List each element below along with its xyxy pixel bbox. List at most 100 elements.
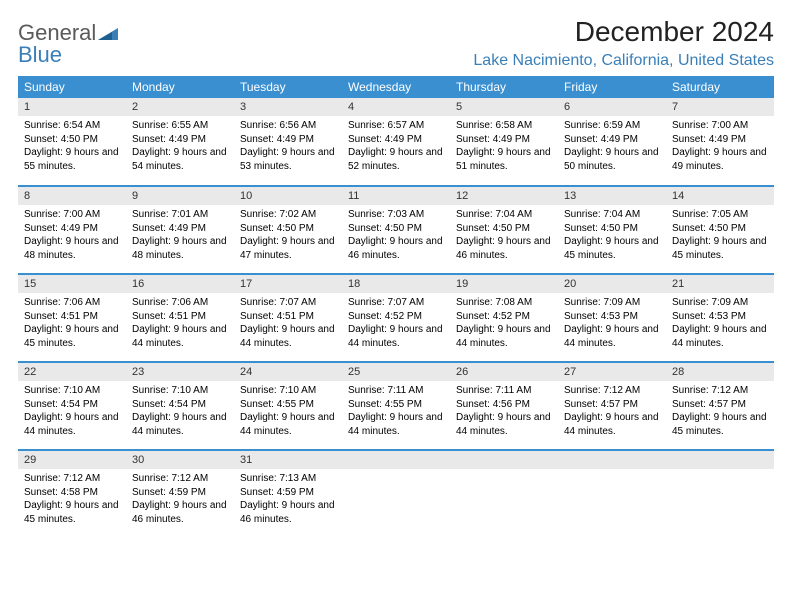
sunrise-text: Sunrise: 7:10 AM xyxy=(240,384,336,398)
day-body: Sunrise: 7:04 AMSunset: 4:50 PMDaylight:… xyxy=(450,205,558,266)
day-body: Sunrise: 7:00 AMSunset: 4:49 PMDaylight:… xyxy=(666,116,774,177)
day-body: Sunrise: 7:01 AMSunset: 4:49 PMDaylight:… xyxy=(126,205,234,266)
day-number: 17 xyxy=(234,275,342,293)
calendar-cell: 13Sunrise: 7:04 AMSunset: 4:50 PMDayligh… xyxy=(558,186,666,274)
logo-mark-icon xyxy=(98,26,118,40)
day-number: 5 xyxy=(450,98,558,116)
sunrise-text: Sunrise: 6:55 AM xyxy=(132,119,228,133)
calendar-cell: 5Sunrise: 6:58 AMSunset: 4:49 PMDaylight… xyxy=(450,98,558,186)
day-body: Sunrise: 7:13 AMSunset: 4:59 PMDaylight:… xyxy=(234,469,342,530)
calendar-cell: 10Sunrise: 7:02 AMSunset: 4:50 PMDayligh… xyxy=(234,186,342,274)
sunrise-text: Sunrise: 7:13 AM xyxy=(240,472,336,486)
sunset-text: Sunset: 4:52 PM xyxy=(348,310,444,324)
sunrise-text: Sunrise: 7:07 AM xyxy=(240,296,336,310)
day-number: 24 xyxy=(234,363,342,381)
day-body: Sunrise: 7:12 AMSunset: 4:59 PMDaylight:… xyxy=(126,469,234,530)
daylight-text: Daylight: 9 hours and 44 minutes. xyxy=(132,323,228,350)
day-number: 18 xyxy=(342,275,450,293)
day-number: 11 xyxy=(342,187,450,205)
sunset-text: Sunset: 4:53 PM xyxy=(564,310,660,324)
calendar-cell: 24Sunrise: 7:10 AMSunset: 4:55 PMDayligh… xyxy=(234,362,342,450)
day-body: Sunrise: 7:07 AMSunset: 4:52 PMDaylight:… xyxy=(342,293,450,354)
sunrise-text: Sunrise: 6:58 AM xyxy=(456,119,552,133)
day-number: 13 xyxy=(558,187,666,205)
day-body: Sunrise: 7:11 AMSunset: 4:56 PMDaylight:… xyxy=(450,381,558,442)
day-body: Sunrise: 7:03 AMSunset: 4:50 PMDaylight:… xyxy=(342,205,450,266)
calendar-cell: 8Sunrise: 7:00 AMSunset: 4:49 PMDaylight… xyxy=(18,186,126,274)
day-number: 26 xyxy=(450,363,558,381)
calendar-row: 15Sunrise: 7:06 AMSunset: 4:51 PMDayligh… xyxy=(18,274,774,362)
day-body: Sunrise: 7:07 AMSunset: 4:51 PMDaylight:… xyxy=(234,293,342,354)
logo-text-blue: Blue xyxy=(18,44,118,66)
sunset-text: Sunset: 4:49 PM xyxy=(132,133,228,147)
day-number xyxy=(666,451,774,469)
daylight-text: Daylight: 9 hours and 46 minutes. xyxy=(240,499,336,526)
day-number: 25 xyxy=(342,363,450,381)
calendar-cell: 2Sunrise: 6:55 AMSunset: 4:49 PMDaylight… xyxy=(126,98,234,186)
sunrise-text: Sunrise: 7:12 AM xyxy=(672,384,768,398)
day-number: 14 xyxy=(666,187,774,205)
sunset-text: Sunset: 4:49 PM xyxy=(672,133,768,147)
day-number xyxy=(342,451,450,469)
sunrise-text: Sunrise: 7:00 AM xyxy=(672,119,768,133)
sunset-text: Sunset: 4:56 PM xyxy=(456,398,552,412)
day-number: 29 xyxy=(18,451,126,469)
calendar-cell: 22Sunrise: 7:10 AMSunset: 4:54 PMDayligh… xyxy=(18,362,126,450)
calendar-cell: 26Sunrise: 7:11 AMSunset: 4:56 PMDayligh… xyxy=(450,362,558,450)
sunrise-text: Sunrise: 7:03 AM xyxy=(348,208,444,222)
calendar-cell xyxy=(666,450,774,538)
sunset-text: Sunset: 4:54 PM xyxy=(24,398,120,412)
sunset-text: Sunset: 4:50 PM xyxy=(672,222,768,236)
sunrise-text: Sunrise: 7:11 AM xyxy=(348,384,444,398)
daylight-text: Daylight: 9 hours and 46 minutes. xyxy=(456,235,552,262)
daylight-text: Daylight: 9 hours and 47 minutes. xyxy=(240,235,336,262)
sunset-text: Sunset: 4:57 PM xyxy=(672,398,768,412)
calendar-cell: 4Sunrise: 6:57 AMSunset: 4:49 PMDaylight… xyxy=(342,98,450,186)
month-title: December 2024 xyxy=(473,16,774,48)
daylight-text: Daylight: 9 hours and 44 minutes. xyxy=(240,411,336,438)
sunset-text: Sunset: 4:53 PM xyxy=(672,310,768,324)
day-number: 4 xyxy=(342,98,450,116)
day-number: 22 xyxy=(18,363,126,381)
daylight-text: Daylight: 9 hours and 45 minutes. xyxy=(672,235,768,262)
sunrise-text: Sunrise: 7:00 AM xyxy=(24,208,120,222)
calendar-cell: 28Sunrise: 7:12 AMSunset: 4:57 PMDayligh… xyxy=(666,362,774,450)
calendar-cell: 1Sunrise: 6:54 AMSunset: 4:50 PMDaylight… xyxy=(18,98,126,186)
sunrise-text: Sunrise: 6:56 AM xyxy=(240,119,336,133)
day-number: 20 xyxy=(558,275,666,293)
daylight-text: Daylight: 9 hours and 46 minutes. xyxy=(132,499,228,526)
calendar-cell: 18Sunrise: 7:07 AMSunset: 4:52 PMDayligh… xyxy=(342,274,450,362)
day-body: Sunrise: 7:12 AMSunset: 4:57 PMDaylight:… xyxy=(558,381,666,442)
sunrise-text: Sunrise: 7:02 AM xyxy=(240,208,336,222)
daylight-text: Daylight: 9 hours and 51 minutes. xyxy=(456,146,552,173)
day-header: Friday xyxy=(558,76,666,98)
daylight-text: Daylight: 9 hours and 44 minutes. xyxy=(132,411,228,438)
daylight-text: Daylight: 9 hours and 45 minutes. xyxy=(564,235,660,262)
daylight-text: Daylight: 9 hours and 53 minutes. xyxy=(240,146,336,173)
sunrise-text: Sunrise: 7:06 AM xyxy=(24,296,120,310)
calendar-cell: 19Sunrise: 7:08 AMSunset: 4:52 PMDayligh… xyxy=(450,274,558,362)
day-number: 6 xyxy=(558,98,666,116)
logo: General Blue xyxy=(18,22,118,66)
day-body: Sunrise: 7:12 AMSunset: 4:58 PMDaylight:… xyxy=(18,469,126,530)
sunset-text: Sunset: 4:49 PM xyxy=(132,222,228,236)
day-body: Sunrise: 7:06 AMSunset: 4:51 PMDaylight:… xyxy=(18,293,126,354)
day-number: 30 xyxy=(126,451,234,469)
calendar-cell: 14Sunrise: 7:05 AMSunset: 4:50 PMDayligh… xyxy=(666,186,774,274)
day-body xyxy=(342,469,450,476)
calendar-row: 8Sunrise: 7:00 AMSunset: 4:49 PMDaylight… xyxy=(18,186,774,274)
sunrise-text: Sunrise: 7:10 AM xyxy=(24,384,120,398)
sunrise-text: Sunrise: 7:04 AM xyxy=(564,208,660,222)
sunset-text: Sunset: 4:50 PM xyxy=(240,222,336,236)
day-body: Sunrise: 7:08 AMSunset: 4:52 PMDaylight:… xyxy=(450,293,558,354)
day-number: 28 xyxy=(666,363,774,381)
day-body: Sunrise: 7:09 AMSunset: 4:53 PMDaylight:… xyxy=(558,293,666,354)
day-number: 16 xyxy=(126,275,234,293)
sunrise-text: Sunrise: 7:08 AM xyxy=(456,296,552,310)
daylight-text: Daylight: 9 hours and 52 minutes. xyxy=(348,146,444,173)
calendar-cell: 21Sunrise: 7:09 AMSunset: 4:53 PMDayligh… xyxy=(666,274,774,362)
calendar-cell: 11Sunrise: 7:03 AMSunset: 4:50 PMDayligh… xyxy=(342,186,450,274)
day-body: Sunrise: 6:59 AMSunset: 4:49 PMDaylight:… xyxy=(558,116,666,177)
sunset-text: Sunset: 4:55 PM xyxy=(348,398,444,412)
day-body: Sunrise: 6:54 AMSunset: 4:50 PMDaylight:… xyxy=(18,116,126,177)
